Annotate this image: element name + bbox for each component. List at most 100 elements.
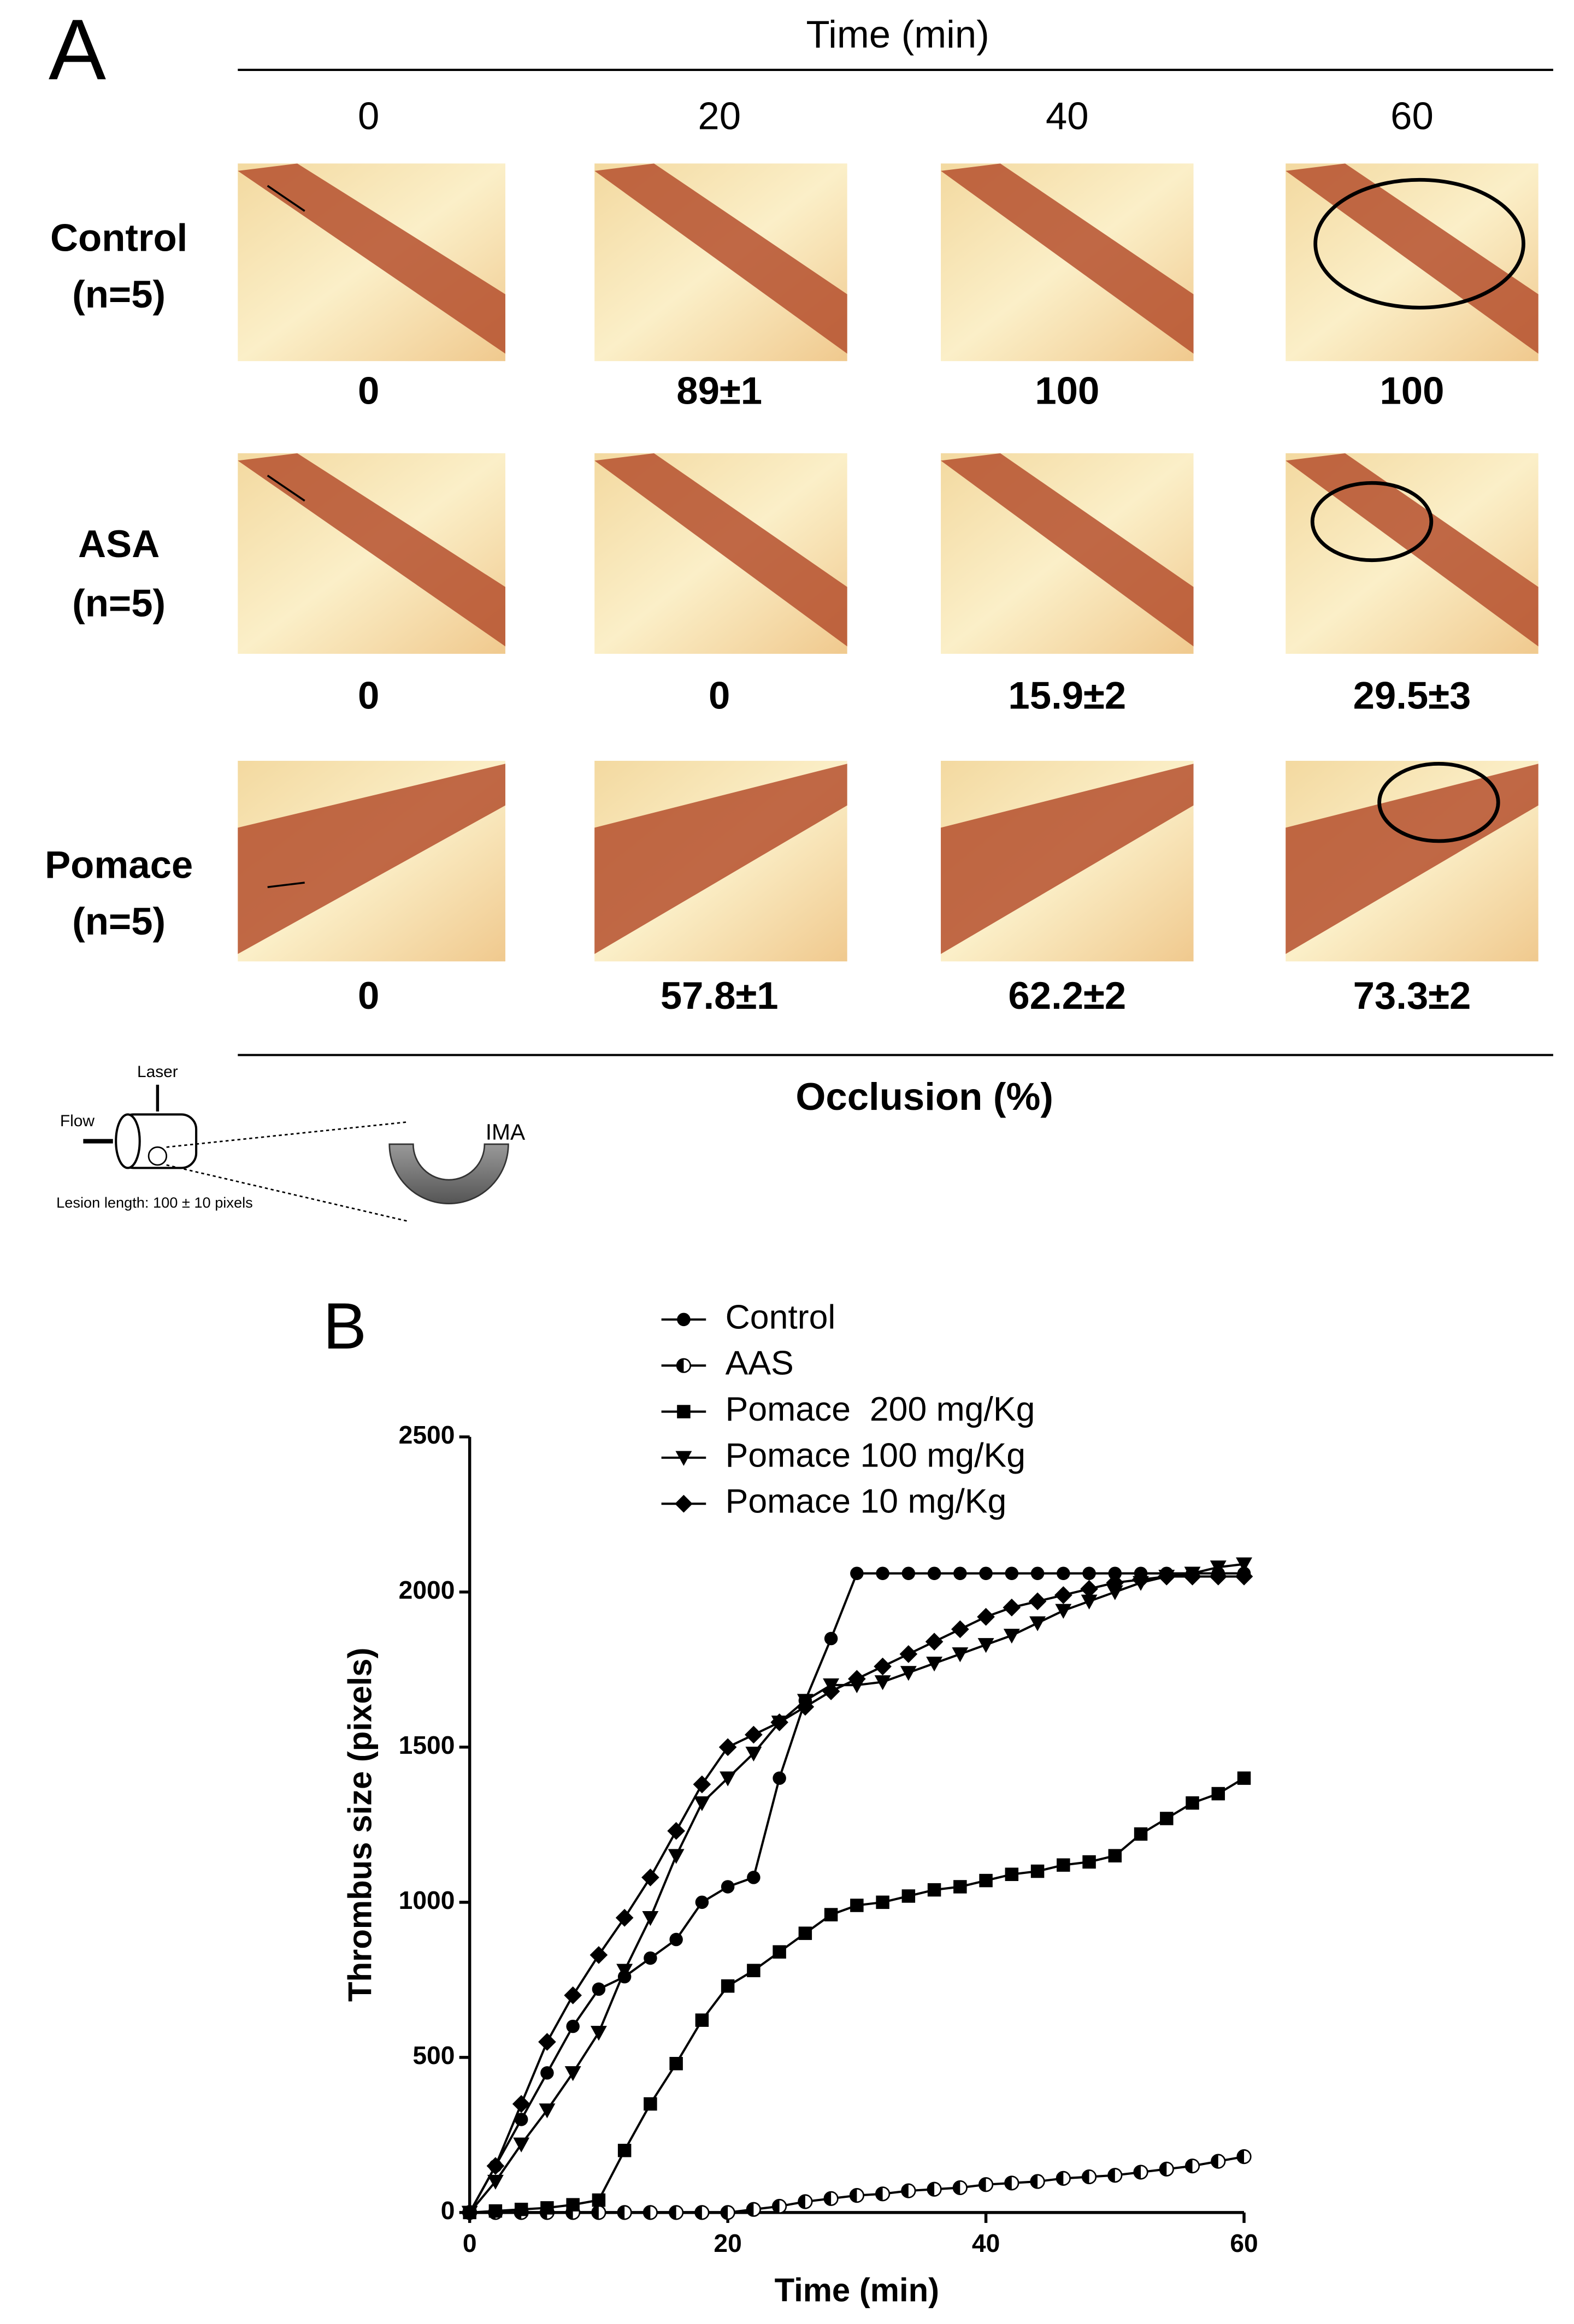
- marker-half: [798, 2195, 805, 2209]
- marker: [669, 2056, 683, 2071]
- flow-arrow: [267, 185, 305, 212]
- footer: Occlusion (%): [795, 1075, 1053, 1118]
- marker: [675, 1451, 692, 1466]
- marker: [1108, 1849, 1122, 1862]
- marker-half: [1108, 2168, 1115, 2182]
- flow-arrow: [267, 882, 305, 888]
- vessel: [594, 764, 847, 954]
- marker-half: [1211, 2154, 1218, 2168]
- marker: [901, 2183, 916, 2198]
- flow-arrow: [267, 475, 305, 502]
- marker: [695, 2013, 709, 2027]
- marker: [693, 1796, 710, 1812]
- marker: [927, 1566, 941, 1580]
- marker: [1186, 1796, 1199, 1810]
- marker: [1005, 1867, 1019, 1881]
- panel-b: 0 500 1000 1500 2000 2500 0 20 40 60 Time (min) Thr…: [342, 1298, 1258, 2308]
- marker: [694, 2205, 710, 2220]
- marker: [1183, 1568, 1201, 1586]
- y-tick-label: 1000: [399, 1886, 455, 1914]
- series-line: [469, 1563, 1245, 2214]
- marker: [1209, 1568, 1228, 1586]
- marker: [1055, 1604, 1072, 1619]
- marker: [1030, 1566, 1045, 1580]
- marker: [977, 1638, 994, 1653]
- marker: [978, 2177, 994, 2192]
- x-tick-label: 40: [972, 2229, 1000, 2257]
- marker: [979, 1873, 993, 1888]
- marker-half: [773, 2199, 780, 2213]
- marker-half: [1237, 2150, 1245, 2163]
- marker: [641, 1868, 659, 1887]
- marker-half: [850, 2189, 857, 2202]
- marker-half: [695, 2205, 702, 2220]
- marker: [1211, 2154, 1226, 2169]
- marker: [1056, 2171, 1071, 2186]
- marker: [1235, 1568, 1253, 1586]
- marker: [1108, 1566, 1122, 1580]
- marker: [953, 1880, 967, 1894]
- marker: [876, 1566, 889, 1580]
- marker: [953, 1566, 967, 1580]
- vessel: [941, 163, 1194, 354]
- marker: [925, 1633, 944, 1651]
- marker: [718, 1738, 737, 1757]
- marker: [1134, 1827, 1148, 1841]
- marker: [951, 1620, 969, 1639]
- marker: [488, 2204, 503, 2218]
- marker: [644, 1951, 657, 1965]
- occlusion-value: 0: [358, 369, 379, 412]
- marker: [926, 1657, 943, 1672]
- marker: [513, 2137, 530, 2152]
- marker: [721, 1880, 735, 1894]
- marker: [850, 1899, 864, 1912]
- marker: [615, 1908, 634, 1927]
- marker: [772, 2198, 787, 2214]
- marker: [676, 1358, 692, 1373]
- marker: [875, 2186, 891, 2202]
- marker: [927, 2181, 942, 2197]
- marker: [1160, 1812, 1174, 1825]
- marker: [1236, 1557, 1253, 1572]
- marker: [1236, 2149, 1252, 2165]
- marker: [901, 1566, 916, 1580]
- marker: [1028, 1592, 1047, 1611]
- y-tick-label: 2500: [399, 1421, 455, 1449]
- marker: [1081, 1594, 1098, 1610]
- vessel: [238, 163, 505, 354]
- marker-half: [721, 2205, 728, 2220]
- marker-half: [1030, 2174, 1038, 2189]
- marker: [1030, 2174, 1045, 2189]
- marker: [1054, 1586, 1072, 1604]
- thrombus-circle: [1310, 481, 1434, 563]
- marker: [746, 2202, 761, 2217]
- occlusion-value: 0: [709, 673, 730, 717]
- vessel: [1286, 163, 1538, 354]
- marker: [514, 2202, 528, 2216]
- marker: [1057, 1858, 1070, 1872]
- occlusion-value: 73.3±2: [1353, 974, 1471, 1017]
- marker-half: [876, 2187, 883, 2201]
- marker: [617, 2205, 632, 2220]
- series-line: [468, 1572, 1245, 2213]
- zoom-line: [166, 1121, 409, 1148]
- x-tick-label: 20: [714, 2229, 741, 2257]
- marker: [677, 1312, 691, 1327]
- marker-half: [617, 2205, 625, 2220]
- group-n: (n=5): [72, 273, 166, 316]
- marker: [927, 1883, 941, 1897]
- marker: [745, 1746, 762, 1762]
- marker: [874, 1675, 891, 1690]
- marker: [979, 1566, 993, 1580]
- marker: [642, 2205, 658, 2220]
- marker: [952, 1647, 969, 1663]
- marker: [695, 1895, 709, 1909]
- marker: [616, 1964, 633, 1979]
- group-name: Pomace: [45, 843, 193, 886]
- marker: [952, 2180, 968, 2196]
- marker: [540, 2066, 554, 2080]
- occlusion-value: 0: [358, 974, 379, 1017]
- marker: [874, 1657, 892, 1676]
- marker: [720, 1771, 736, 1787]
- marker: [486, 2157, 505, 2175]
